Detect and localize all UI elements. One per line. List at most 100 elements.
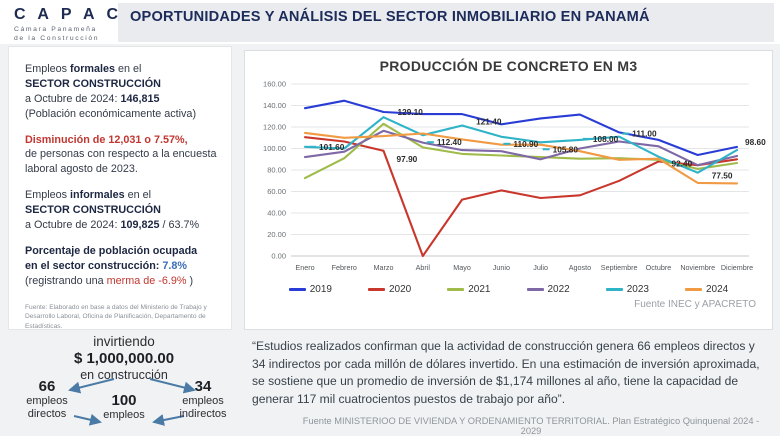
indirect-jobs-label1: empleos [182, 395, 224, 408]
logo-acronym: C A P A C [14, 6, 123, 23]
value-label-129.10: 129.10 [398, 107, 424, 117]
sidebar-footnote: Fuente: Elaborado en base a datos del Mi… [25, 303, 207, 331]
svg-text:Diciembre: Diciembre [721, 263, 753, 272]
svg-text:Julio: Julio [533, 263, 548, 272]
page-title: OPORTUNIDADES Y ANÁLISIS DEL SECTOR INMO… [130, 9, 650, 25]
formal-value: 146,815 [120, 92, 160, 105]
svg-text:140.00: 140.00 [263, 101, 286, 110]
svg-text:Mayo: Mayo [453, 263, 471, 272]
occupied-line3-post: ) [186, 274, 194, 287]
decrease-rest: de personas con respecto a la encuesta l… [25, 148, 217, 176]
value-label-111.00: 111.00 [632, 129, 657, 139]
informal-pct: / 63.7% [159, 219, 200, 232]
svg-text:Abril: Abril [416, 263, 431, 272]
series-line-2022 [303, 129, 739, 167]
svg-text:0.00: 0.00 [271, 252, 286, 261]
indirect-jobs-label2: indirectos [179, 407, 227, 420]
svg-text:Enero: Enero [295, 263, 314, 272]
legend-label-2022: 2022 [547, 284, 570, 295]
legend-item-2019: 2019 [288, 284, 332, 295]
informal-bold: informales [70, 189, 125, 202]
direct-jobs-value: 66 [38, 378, 56, 395]
svg-text:160.00: 160.00 [263, 80, 286, 89]
informal-date: a Octubre de 2024: [25, 219, 121, 232]
total-jobs-value: 100 [111, 392, 137, 409]
decrease-highlight: Disminución de 12,031 o 7.57%, [25, 133, 188, 146]
direct-jobs-label1: empleos [26, 395, 68, 408]
informal-value: 109,825 [120, 219, 160, 232]
series-line-2024 [303, 131, 739, 185]
svg-text:20.00: 20.00 [267, 230, 286, 239]
formal-employment-block: Empleos formales en el SECTOR CONSTRUCCI… [25, 62, 217, 122]
svg-text:80.00: 80.00 [267, 166, 286, 175]
svg-text:Febrero: Febrero [332, 263, 357, 272]
svg-text:Noviembre: Noviembre [680, 263, 715, 272]
concrete-production-card: PRODUCCIÓN DE CONCRETO EN M3 0.00 20.00 40… [244, 50, 773, 330]
formal-sector: SECTOR CONSTRUCCIÓN [25, 77, 161, 90]
value-label-101.60: 101.60 [319, 142, 345, 152]
concrete-production-chart: 0.00 20.00 40.00 60.00 80.00 100.00 120.00 140.… [263, 80, 766, 272]
logo-subtitle-line1: Cámara Panameña [14, 26, 97, 33]
quote-block: “Estudios realizados confirman que la ac… [252, 338, 770, 436]
formal-post: en el [115, 63, 142, 75]
legend-dash-2022 [526, 288, 544, 291]
occupied-pct: 7.8% [162, 259, 188, 272]
logo-subtitle: Cámara Panameña de la Construcción [14, 25, 124, 43]
invest-amount: $ 1,000,000.00 [73, 350, 175, 367]
value-label-112.40: 112.40 [437, 137, 462, 147]
header-bar: C A P A C Cámara Panameña de la Construc… [0, 0, 780, 44]
value-label-121.40: 121.40 [476, 116, 502, 126]
title-banner: OPORTUNIDADES Y ANÁLISIS DEL SECTOR INMO… [118, 3, 774, 42]
quote-text: “Estudios realizados confirman que la ac… [252, 339, 760, 406]
legend-label-2024: 2024 [706, 284, 729, 295]
formal-date: a Octubre de 2024: [25, 92, 121, 105]
series-line-2023 [303, 116, 739, 174]
total-jobs-node: 100 empleos [90, 392, 158, 422]
svg-text:Marzo: Marzo [374, 263, 394, 272]
svg-text:40.00: 40.00 [267, 209, 286, 218]
informal-pre: Empleos [25, 189, 71, 202]
formal-pre: Empleos [25, 63, 71, 75]
svg-text:60.00: 60.00 [267, 187, 286, 196]
legend-item-2023: 2023 [605, 284, 649, 295]
value-label-108.00: 108.00 [593, 134, 619, 144]
value-label-110.90: 110.90 [513, 139, 538, 149]
total-jobs-label: empleos [103, 409, 145, 422]
value-label-92.40: 92.40 [671, 159, 692, 169]
svg-text:120.00: 120.00 [263, 123, 286, 132]
legend-dash-2021 [447, 288, 465, 291]
direct-jobs-label2: directos [27, 407, 67, 420]
informal-sector: SECTOR CONSTRUCCIÓN [25, 204, 161, 217]
legend-label-2019: 2019 [309, 284, 332, 295]
svg-text:100.00: 100.00 [263, 144, 286, 153]
svg-text:Octubre: Octubre [646, 263, 672, 272]
decrease-block: Disminución de 12,031 o 7.57%, de person… [25, 133, 217, 178]
legend-item-2021: 2021 [447, 284, 491, 295]
occupied-line2: en el sector construcción: [25, 259, 163, 272]
chart-title: PRODUCCIÓN DE CONCRETO EN M3 [379, 58, 638, 74]
chart-legend: 2019 2020 2021 2022 2023 2024 [251, 284, 766, 295]
formal-note: (Población económicamente activa) [25, 107, 197, 120]
occupied-population-block: Porcentaje de población ocupada en el se… [25, 244, 217, 289]
legend-dash-2023 [605, 288, 623, 291]
informal-employment-block: Empleos informales en el SECTOR CONSTRUC… [25, 188, 217, 233]
investment-diagram: invirtiendo $ 1,000,000.00 en construcci… [2, 332, 246, 430]
legend-dash-2019 [288, 288, 306, 291]
svg-text:Septiembre: Septiembre [601, 263, 638, 272]
indirect-jobs-node: 34 empleos indirectos [170, 378, 236, 421]
value-label-98.60: 98.60 [745, 137, 766, 147]
series-line-2019 [303, 99, 739, 157]
value-label-97.90: 97.90 [397, 154, 418, 164]
svg-text:Agosto: Agosto [569, 263, 591, 272]
informal-post: en el [124, 189, 152, 202]
legend-dash-2024 [685, 288, 702, 291]
occupied-line3-pre: (registrando una [25, 274, 107, 287]
occupied-line1: Porcentaje de población ocupada [25, 244, 198, 257]
indirect-jobs-value: 34 [194, 378, 212, 395]
capac-logo: C A P A C Cámara Panameña de la Construc… [14, 7, 124, 43]
quote-source: Fuente MINISTERIOO DE VIVIENDA Y ORDENAM… [302, 415, 760, 436]
legend-item-2022: 2022 [526, 284, 570, 295]
legend-label-2020: 2020 [389, 284, 412, 295]
legend-item-2020: 2020 [368, 284, 411, 295]
legend-item-2024: 2024 [685, 284, 728, 295]
